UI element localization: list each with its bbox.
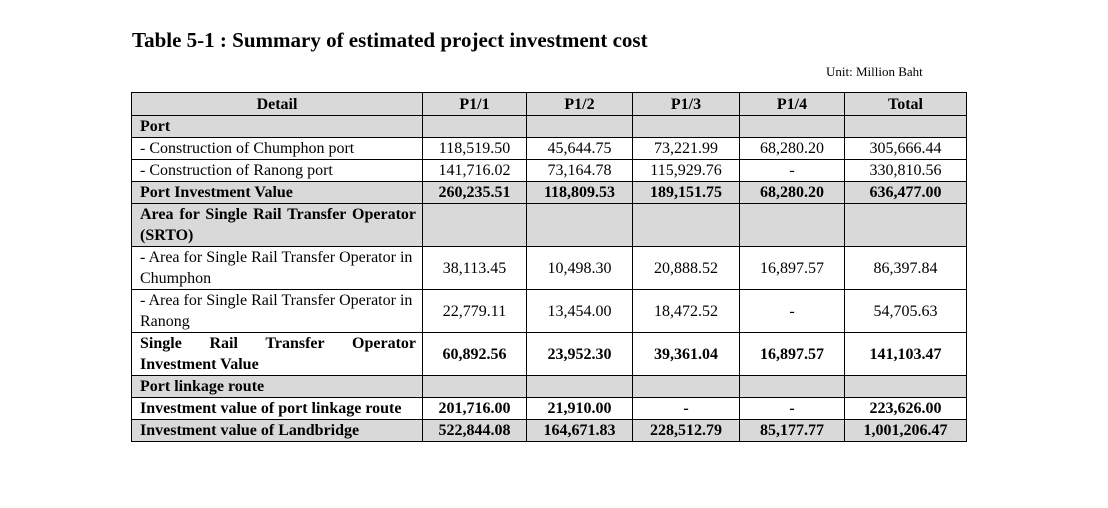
row-detail: Port Investment Value xyxy=(131,181,423,204)
cell-value: 20,888.52 xyxy=(632,246,740,290)
cell-value: 115,929.76 xyxy=(632,159,740,182)
cell-value: 10,498.30 xyxy=(526,246,633,290)
subtotal-row-linkage: Investment value of port linkage route 2… xyxy=(131,397,967,420)
table-row-srto-chumphon: - Area for Single Rail Transfer Operator… xyxy=(131,246,967,290)
cell-value: 189,151.75 xyxy=(632,181,740,204)
section-row-port: Port xyxy=(131,115,967,138)
table-row-chumphon: - Construction of Chumphon port 118,519.… xyxy=(131,137,967,160)
section-label: Port linkage route xyxy=(131,375,423,398)
row-detail: Single Rail Transfer Operator Investment… xyxy=(131,332,423,376)
cell-value: 54,705.63 xyxy=(844,289,967,333)
cell-value: 21,910.00 xyxy=(526,397,633,420)
cell-value: 68,280.20 xyxy=(739,181,845,204)
cell-value: - xyxy=(739,397,845,420)
cell-value: 636,477.00 xyxy=(844,181,967,204)
subtotal-row-srto: Single Rail Transfer Operator Investment… xyxy=(131,332,967,376)
cell-value: 86,397.84 xyxy=(844,246,967,290)
cell-value: 141,716.02 xyxy=(422,159,527,182)
cell-value: 522,844.08 xyxy=(422,419,527,442)
header-total: Total xyxy=(844,92,967,116)
cell-value: 38,113.45 xyxy=(422,246,527,290)
cell-value: - xyxy=(739,159,845,182)
row-detail: - Construction of Ranong port xyxy=(131,159,423,182)
cell-value: 73,221.99 xyxy=(632,137,740,160)
cell-value: 16,897.57 xyxy=(739,332,845,376)
cell-value: 18,472.52 xyxy=(632,289,740,333)
row-detail: - Construction of Chumphon port xyxy=(131,137,423,160)
cell-value: 1,001,206.47 xyxy=(844,419,967,442)
unit-label: Unit: Million Baht xyxy=(826,64,923,79)
cell-value: 164,671.83 xyxy=(526,419,633,442)
investment-cost-table: Detail P1/1 P1/2 P1/3 P1/4 Total Port - … xyxy=(131,92,967,442)
row-detail: Investment value of Landbridge xyxy=(131,419,423,442)
cell-value: 118,809.53 xyxy=(526,181,633,204)
header-p1-1: P1/1 xyxy=(422,92,527,116)
cell-value: 118,519.50 xyxy=(422,137,527,160)
cell-value: - xyxy=(739,289,845,333)
table-title: Table 5-1 : Summary of estimated project… xyxy=(132,28,648,52)
row-detail: - Area for Single Rail Transfer Operator… xyxy=(131,246,423,290)
cell-value: 60,892.56 xyxy=(422,332,527,376)
section-row-linkage: Port linkage route xyxy=(131,375,967,398)
cell-value: 305,666.44 xyxy=(844,137,967,160)
subtotal-row-port: Port Investment Value 260,235.51 118,809… xyxy=(131,181,967,204)
cell-value: 223,626.00 xyxy=(844,397,967,420)
header-p1-3: P1/3 xyxy=(632,92,740,116)
cell-value: 330,810.56 xyxy=(844,159,967,182)
cell-value: 141,103.47 xyxy=(844,332,967,376)
table-row-ranong: - Construction of Ranong port 141,716.02… xyxy=(131,159,967,182)
cell-value: 201,716.00 xyxy=(422,397,527,420)
cell-value: 13,454.00 xyxy=(526,289,633,333)
cell-value: 45,644.75 xyxy=(526,137,633,160)
header-p1-2: P1/2 xyxy=(526,92,633,116)
row-detail: Investment value of port linkage route xyxy=(131,397,423,420)
table-header-row: Detail P1/1 P1/2 P1/3 P1/4 Total xyxy=(131,92,967,116)
cell-value: 16,897.57 xyxy=(739,246,845,290)
section-label: Area for Single Rail Transfer Operator (… xyxy=(131,203,423,247)
header-detail: Detail xyxy=(131,92,423,116)
cell-value: - xyxy=(632,397,740,420)
section-row-srto: Area for Single Rail Transfer Operator (… xyxy=(131,203,967,247)
table-row-srto-ranong: - Area for Single Rail Transfer Operator… xyxy=(131,289,967,333)
header-p1-4: P1/4 xyxy=(739,92,845,116)
row-detail: - Area for Single Rail Transfer Operator… xyxy=(131,289,423,333)
grand-total-row: Investment value of Landbridge 522,844.0… xyxy=(131,419,967,442)
cell-value: 68,280.20 xyxy=(739,137,845,160)
cell-value: 22,779.11 xyxy=(422,289,527,333)
cell-value: 23,952.30 xyxy=(526,332,633,376)
cell-value: 73,164.78 xyxy=(526,159,633,182)
cell-value: 260,235.51 xyxy=(422,181,527,204)
cell-value: 228,512.79 xyxy=(632,419,740,442)
cell-value: 39,361.04 xyxy=(632,332,740,376)
section-label: Port xyxy=(131,115,423,138)
cell-value: 85,177.77 xyxy=(739,419,845,442)
